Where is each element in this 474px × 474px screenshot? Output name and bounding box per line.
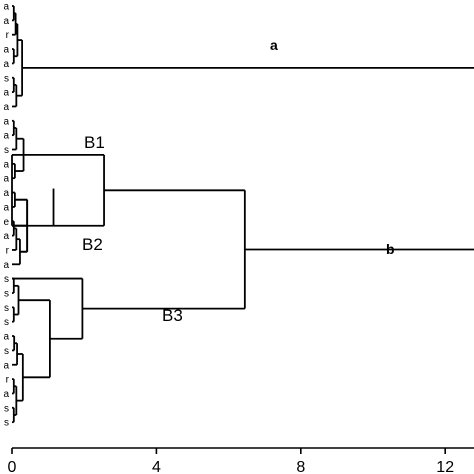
leaf-label: a bbox=[3, 360, 9, 371]
x-axis: 0 4 8 12 bbox=[8, 447, 474, 474]
leaf-label: a bbox=[3, 2, 9, 13]
leaf-label: a bbox=[3, 389, 9, 400]
leaf-label: a bbox=[3, 188, 9, 199]
x-tick-label: 4 bbox=[152, 459, 161, 474]
leaf-label: r bbox=[6, 375, 10, 386]
leaf-label: a bbox=[3, 260, 9, 271]
leaf-label: s bbox=[4, 303, 9, 314]
leaf-label: a bbox=[3, 116, 9, 127]
leaf-label: e bbox=[3, 217, 9, 228]
cluster-label-b2: B2 bbox=[82, 235, 103, 254]
cluster-annotations: a b B1 B2 B3 bbox=[82, 37, 395, 325]
leaf-label: a bbox=[3, 59, 9, 70]
leaf-label: a bbox=[3, 131, 9, 142]
cluster-label-b: b bbox=[386, 241, 395, 257]
leaf-label: s bbox=[4, 274, 9, 285]
cluster-label-a: a bbox=[270, 37, 278, 53]
leaf-label: a bbox=[3, 102, 9, 113]
leaf-label: r bbox=[6, 30, 10, 41]
leaf-label: a bbox=[3, 45, 9, 56]
x-tick-label: 8 bbox=[296, 459, 305, 474]
x-tick-label: 12 bbox=[436, 459, 454, 474]
leaf-label: s bbox=[4, 403, 9, 414]
leaf-label: a bbox=[3, 231, 9, 242]
leaf-label: s bbox=[4, 346, 9, 357]
cluster-label-b3: B3 bbox=[162, 306, 183, 325]
leaf-label: r bbox=[6, 245, 10, 256]
leaf-label: s bbox=[4, 418, 9, 429]
x-tick-label: 0 bbox=[8, 459, 17, 474]
dendrogram-links bbox=[11, 5, 474, 424]
leaf-label: a bbox=[3, 332, 9, 343]
leaf-label: s bbox=[4, 145, 9, 156]
leaf-label: a bbox=[3, 174, 9, 185]
leaf-label: s bbox=[4, 73, 9, 84]
leaf-label: a bbox=[3, 159, 9, 170]
leaf-label: a bbox=[3, 16, 9, 27]
cluster-label-b1: B1 bbox=[84, 133, 105, 152]
leaf-label: a bbox=[3, 202, 9, 213]
leaf-label: s bbox=[4, 317, 9, 328]
leaf-label: s bbox=[4, 289, 9, 300]
leaf-label: a bbox=[3, 88, 9, 99]
